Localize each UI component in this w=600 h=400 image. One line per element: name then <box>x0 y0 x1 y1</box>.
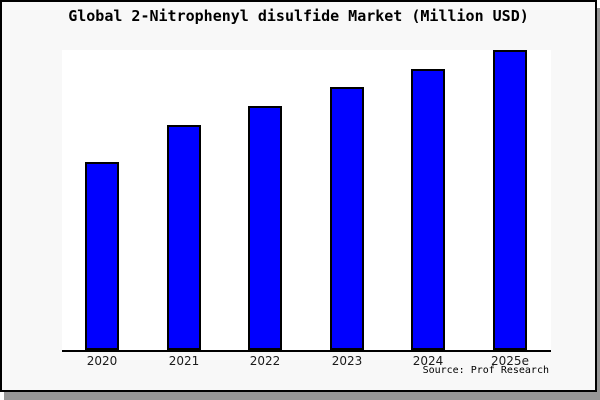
x-tick-label-2020: 2020 <box>86 354 118 368</box>
x-tick-label-2022: 2022 <box>249 354 281 368</box>
bar-2025e <box>493 50 527 350</box>
bar-2022 <box>248 106 282 350</box>
x-tick-label-2024: 2024 <box>412 354 444 368</box>
chart-title: Global 2-Nitrophenyl disulfide Market (M… <box>68 7 529 25</box>
bar-2021 <box>167 125 201 350</box>
bar-2023 <box>330 87 364 350</box>
bar-2024 <box>411 69 445 350</box>
source-credit: Source: Prof Research <box>422 365 549 376</box>
chart-panel: Global 2-Nitrophenyl disulfide Market (M… <box>0 0 597 392</box>
x-tick-label-2025e: 2025e <box>491 354 529 368</box>
bar-2020 <box>85 162 119 350</box>
plot-area <box>62 50 551 352</box>
x-tick-label-2021: 2021 <box>168 354 200 368</box>
x-tick-label-2023: 2023 <box>331 354 363 368</box>
